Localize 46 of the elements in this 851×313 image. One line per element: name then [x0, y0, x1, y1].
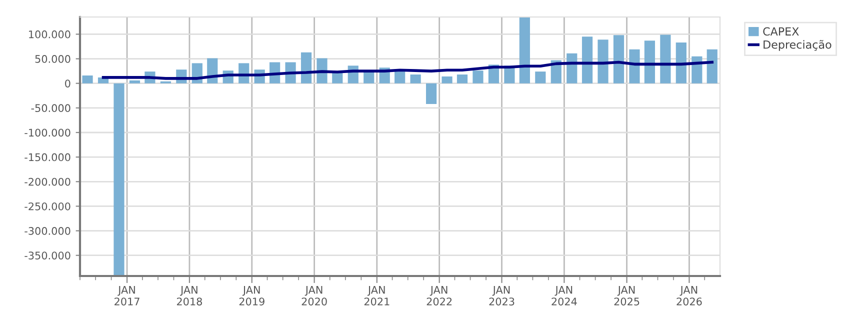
- y-tick-label: -100.000: [24, 128, 70, 137]
- bar: [426, 83, 437, 104]
- legend-label: CAPEX: [763, 27, 799, 36]
- x-tick-label: JAN 2019: [239, 286, 264, 306]
- line-series: [102, 60, 714, 80]
- x-tick-label: JAN 2024: [552, 286, 577, 306]
- legend-label: Depreciação: [764, 40, 832, 51]
- bar: [410, 74, 421, 84]
- bar: [114, 83, 124, 276]
- bar: [82, 75, 93, 84]
- x-tick-label: JAN 2017: [114, 286, 140, 306]
- bar: [706, 49, 718, 84]
- bar: [364, 72, 374, 84]
- bar: [629, 49, 640, 84]
- x-tick-label: JAN 2026: [676, 286, 702, 306]
- y-tick-label: 50.000: [35, 55, 70, 63]
- x-tick-label: JAN 2018: [176, 286, 202, 306]
- bar: [644, 40, 656, 84]
- y-tick-label: 100.000: [29, 30, 70, 38]
- x-tick-label: JAN 2020: [302, 286, 327, 306]
- y-tick-label: 0: [65, 80, 70, 88]
- y-tick-label: -200.000: [24, 178, 70, 186]
- bar: [535, 72, 546, 84]
- bar: [613, 35, 624, 84]
- bar: [300, 52, 312, 84]
- bar: [332, 72, 343, 84]
- y-tick-label: -350.000: [24, 252, 70, 260]
- bar: [394, 71, 406, 84]
- x-tick-label: JAN 2022: [426, 286, 452, 306]
- bar: [676, 42, 686, 84]
- bar: [582, 36, 593, 84]
- bar: [472, 70, 484, 84]
- y-tick-label: -150.000: [24, 153, 70, 162]
- y-tick-label: -50.000: [31, 104, 70, 112]
- bar: [129, 80, 140, 84]
- bar: [598, 40, 608, 84]
- bar: [456, 74, 468, 84]
- y-tick-label: -300.000: [24, 227, 70, 235]
- bar: [442, 76, 452, 84]
- x-tick-label: JAN 2021: [364, 286, 390, 306]
- bar: [566, 53, 578, 84]
- bar: [519, 17, 530, 84]
- x-tick-label: JAN 2023: [489, 286, 514, 306]
- bar: [660, 34, 671, 84]
- x-tick-label: JAN 2025: [614, 286, 640, 306]
- y-tick-label: -250.000: [24, 202, 70, 210]
